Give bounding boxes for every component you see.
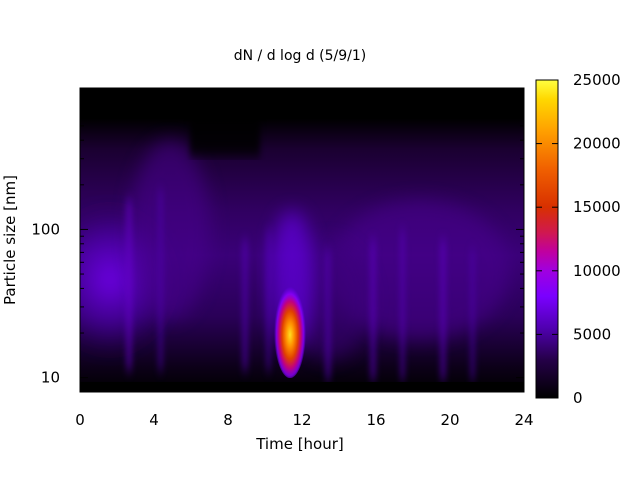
x-tick-label: 16 [366,411,385,429]
x-tick-label: 20 [440,411,459,429]
heatmap-field [80,88,524,392]
y-tick-label: 10 [41,369,60,387]
y-axis-title: Particle size [nm] [1,175,19,305]
colorbar-tick-label: 20000 [573,135,621,153]
chart-title: dN / d log d (5/9/1) [234,48,367,64]
y-axis: 10 100 [31,95,524,387]
x-tick-label: 24 [514,411,533,429]
colorbar-axis: 0 5000 10000 15000 20000 25000 [536,71,621,407]
colorbar-tick-label: 25000 [573,71,621,89]
x-axis: 0 4 8 12 16 20 24 [75,88,534,429]
colorbar [535,79,559,399]
x-tick-label: 12 [292,411,311,429]
x-axis-title: Time [hour] [255,435,344,453]
colorbar-tick-label: 15000 [573,198,621,216]
colorbar-tick-label: 5000 [573,325,611,343]
colorbar-tick-label: 10000 [573,262,621,280]
x-tick-label: 0 [75,411,85,429]
x-tick-label: 8 [223,411,233,429]
y-tick-label: 100 [31,220,60,238]
colorbar-tick-label: 0 [573,389,583,407]
hotspot-mark [274,282,306,378]
x-tick-label: 4 [149,411,159,429]
